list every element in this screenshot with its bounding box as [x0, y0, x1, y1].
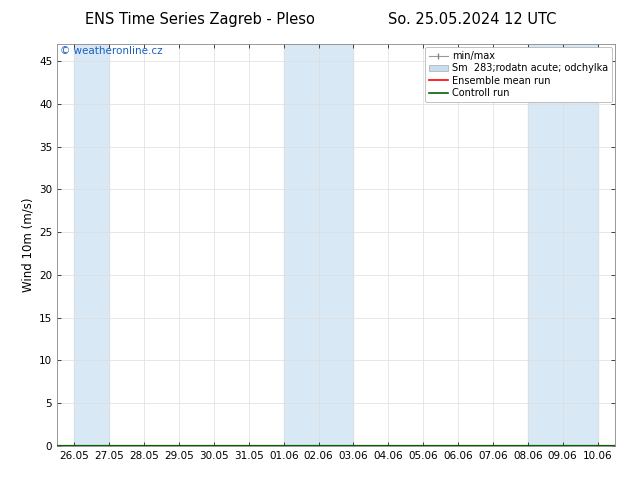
Bar: [528, 44, 598, 446]
Bar: [75, 44, 110, 446]
Legend: min/max, Sm  283;rodatn acute; odchylka, Ensemble mean run, Controll run: min/max, Sm 283;rodatn acute; odchylka, …: [425, 47, 612, 102]
Y-axis label: Wind 10m (m/s): Wind 10m (m/s): [22, 198, 35, 292]
Text: © weatheronline.cz: © weatheronline.cz: [60, 46, 162, 56]
Bar: [284, 44, 354, 446]
Text: ENS Time Series Zagreb - Pleso: ENS Time Series Zagreb - Pleso: [85, 12, 314, 27]
Text: So. 25.05.2024 12 UTC: So. 25.05.2024 12 UTC: [388, 12, 557, 27]
